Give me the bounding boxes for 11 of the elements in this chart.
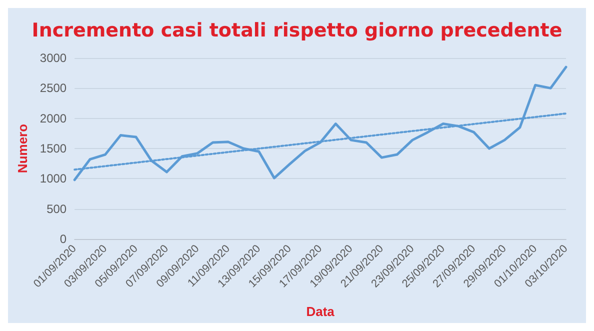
y-tick-label: 1000 (40, 172, 67, 186)
line-series (73, 66, 568, 182)
y-tick-label: 2000 (40, 111, 67, 126)
chart-title: Incremento casi totali rispetto giorno precedente (32, 20, 562, 42)
y-tick-label: 1500 (40, 142, 67, 156)
y-tick-label: 3000 (40, 51, 67, 65)
x-axis-title: Data (306, 304, 336, 319)
y-tick-label: 2500 (40, 81, 67, 96)
y-tick-label: 500 (46, 202, 67, 216)
y-tick-label: 0 (60, 232, 67, 246)
y-axis-title: Numero (15, 124, 30, 174)
